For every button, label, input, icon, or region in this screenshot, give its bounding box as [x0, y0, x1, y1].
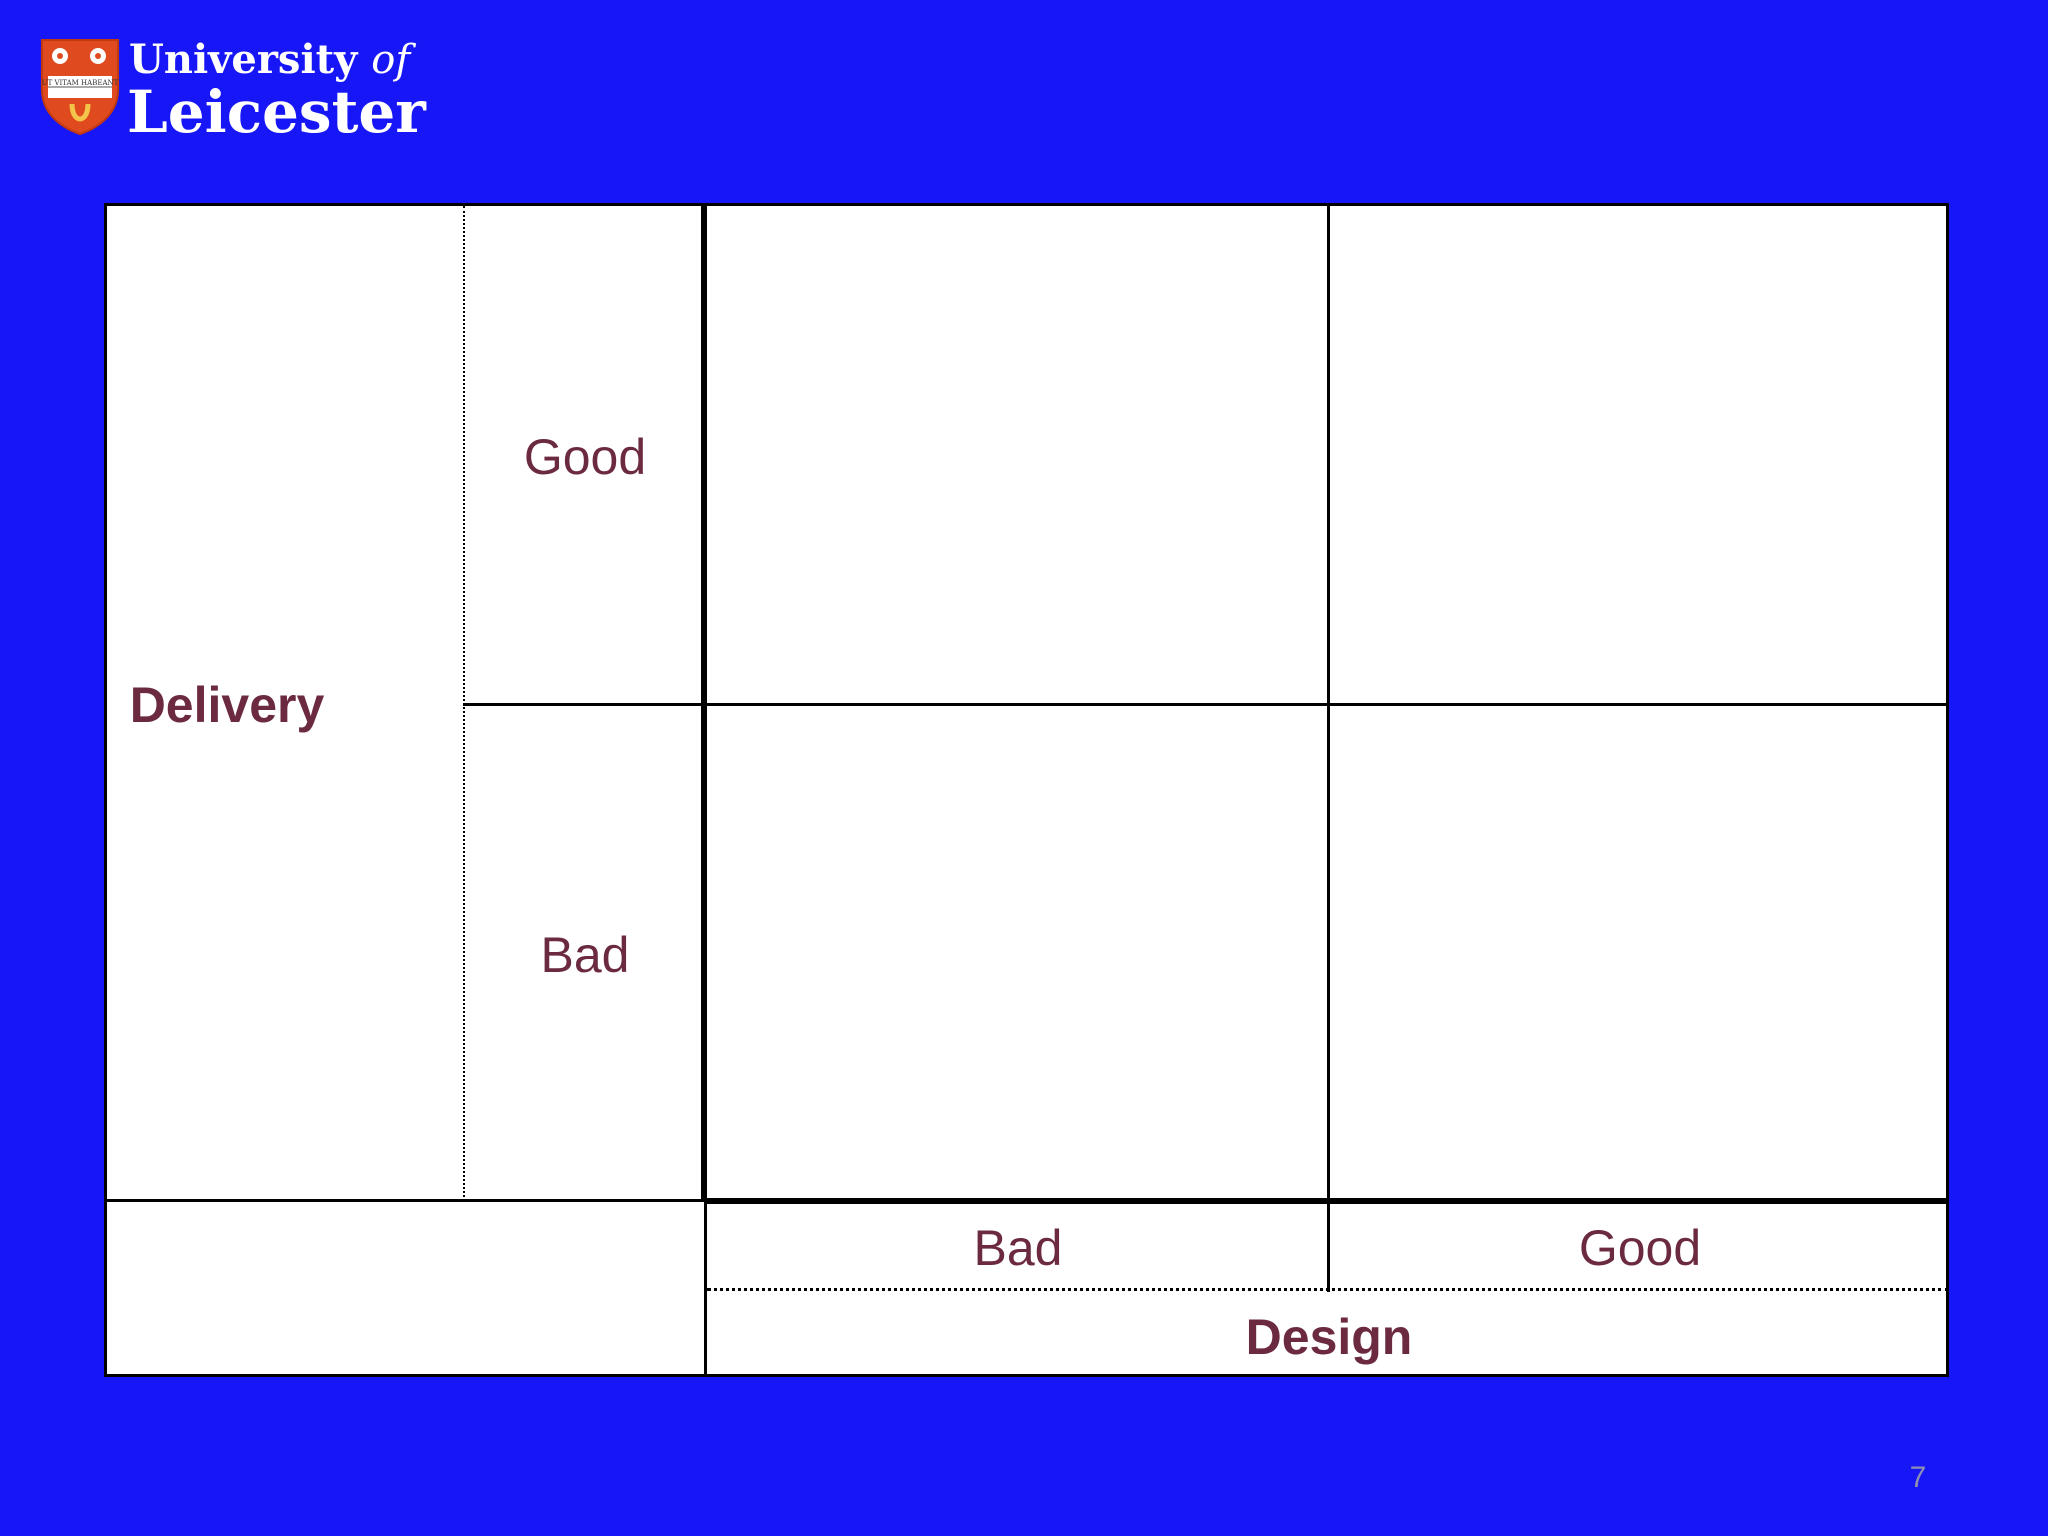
university-name: University of: [129, 36, 410, 84]
horizontal-axis-line: [704, 1198, 1949, 1204]
horizontal-level-good: Good: [1578, 1220, 1702, 1276]
quality-matrix: Delivery Good Bad Bad Good Design: [104, 203, 1949, 1377]
cell-design-bad-delivery-bad: [707, 706, 1327, 1198]
vertical-level-bad: Bad: [540, 927, 630, 983]
vertical-level-good: Good: [523, 429, 647, 485]
university-word: University: [129, 36, 358, 83]
middle-horizontal-line: [463, 703, 1949, 706]
shield-motto-text: UT VITAM HABEANT: [42, 79, 119, 87]
cell-design-good-delivery-bad: [1330, 706, 1949, 1198]
vertical-axis-title: Delivery: [129, 677, 325, 733]
page-number: 7: [1909, 1461, 1927, 1494]
horizontal-level-bad: Bad: [973, 1220, 1063, 1276]
center-vertical-line: [1327, 206, 1330, 1292]
shield-icon: UT VITAM HABEANT: [41, 39, 119, 136]
left-bottom-horizontal-line: [107, 1199, 704, 1202]
horizontal-axis-title: Design: [1245, 1309, 1413, 1365]
vertical-axis-line: [701, 206, 707, 1202]
cell-design-bad-delivery-good: [707, 206, 1327, 703]
of-word: of: [371, 37, 411, 83]
university-logo: UT VITAM HABEANT University of Leicester: [40, 36, 460, 146]
cell-design-good-delivery-good: [1330, 206, 1949, 703]
city-name: Leicester: [127, 78, 426, 146]
design-cell-left-border: [704, 1202, 707, 1377]
design-separator-dotted: [707, 1288, 1949, 1291]
